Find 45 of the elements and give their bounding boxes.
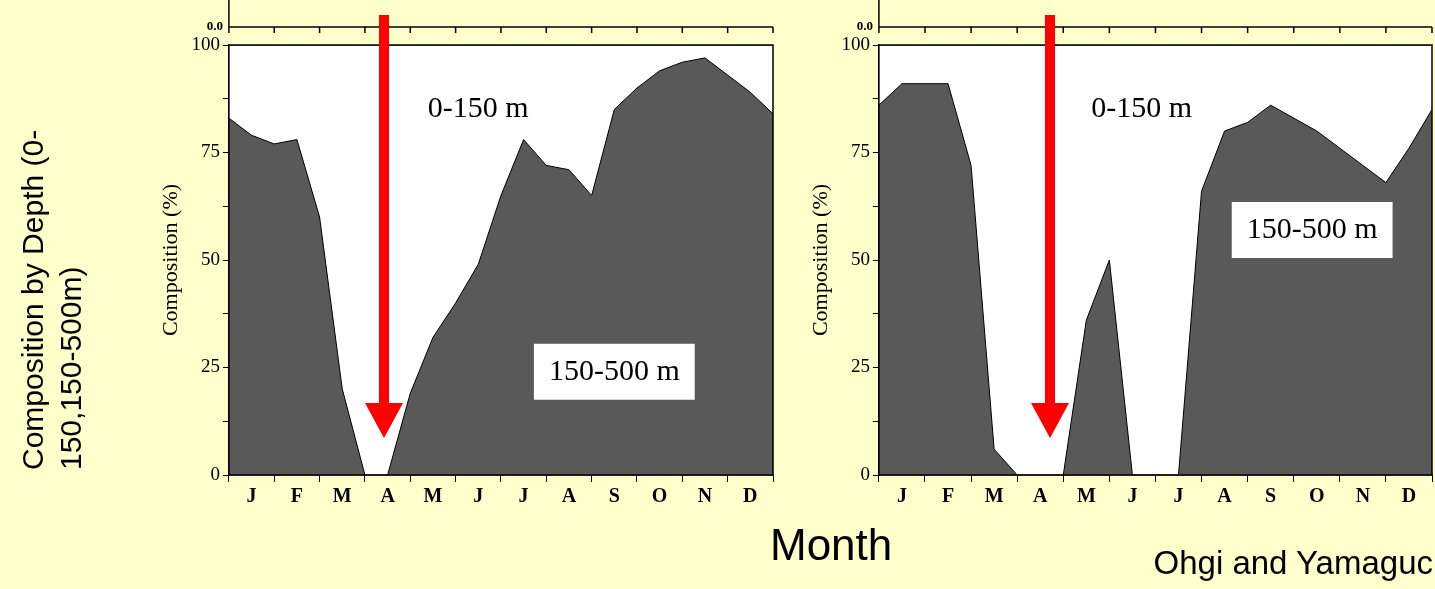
y-axis-title: Composition (%) bbox=[156, 183, 182, 337]
x-tick-label: D bbox=[1401, 484, 1417, 507]
x-axis-title: Month bbox=[770, 520, 893, 570]
x-tick-label: J bbox=[473, 484, 484, 507]
x-tick-label: O bbox=[651, 484, 668, 507]
series-label: 0-150 m bbox=[427, 90, 529, 124]
text: Ohgi and Yamaguc bbox=[1153, 544, 1433, 582]
x-tick-label: A bbox=[1032, 484, 1048, 507]
y-axis-title: Composition (%) bbox=[806, 183, 832, 337]
series-label: 150-500 m bbox=[548, 352, 680, 386]
x-tick-label: N bbox=[1355, 484, 1371, 507]
series-label: 0-150 m bbox=[1091, 90, 1193, 124]
x-tick-label: D bbox=[743, 484, 758, 507]
y-tick-label: 0 bbox=[210, 462, 220, 484]
y-tick-label: 100 bbox=[191, 32, 220, 54]
text: 0.0 bbox=[206, 18, 223, 34]
y-tick-label: 0 bbox=[860, 462, 870, 484]
y-tick-label: 50 bbox=[850, 247, 870, 269]
x-tick-label: M bbox=[423, 484, 443, 507]
y-tick-label: 25 bbox=[850, 355, 870, 377]
x-tick-label: J bbox=[518, 484, 529, 507]
x-tick-label: N bbox=[697, 484, 713, 507]
series-label: 150-500 m bbox=[1246, 210, 1378, 244]
x-tick-label: S bbox=[1265, 484, 1277, 507]
x-tick-label: J bbox=[246, 484, 257, 507]
text: Composition by Depth (0-150,150-500m) bbox=[15, 128, 88, 470]
y-tick-label: 75 bbox=[200, 140, 220, 162]
x-tick-label: O bbox=[1308, 484, 1325, 507]
x-tick-label: J bbox=[1127, 484, 1138, 507]
x-tick-label: M bbox=[984, 484, 1004, 507]
x-tick-label: F bbox=[290, 484, 304, 507]
x-tick-label: A bbox=[561, 484, 577, 507]
y-tick-label: 100 bbox=[841, 32, 870, 54]
x-tick-label: F bbox=[941, 484, 955, 507]
text: 0.0 bbox=[856, 18, 873, 34]
x-tick-label: A bbox=[1217, 484, 1233, 507]
y-tick-label: 75 bbox=[850, 140, 870, 162]
x-tick-label: A bbox=[380, 484, 396, 507]
y-tick-label: 50 bbox=[200, 247, 220, 269]
y-tick-label: 25 bbox=[200, 355, 220, 377]
x-tick-label: M bbox=[332, 484, 352, 507]
x-tick-label: M bbox=[1076, 484, 1096, 507]
x-tick-label: J bbox=[1173, 484, 1184, 507]
x-tick-label: S bbox=[608, 484, 620, 507]
x-tick-label: J bbox=[896, 484, 907, 507]
